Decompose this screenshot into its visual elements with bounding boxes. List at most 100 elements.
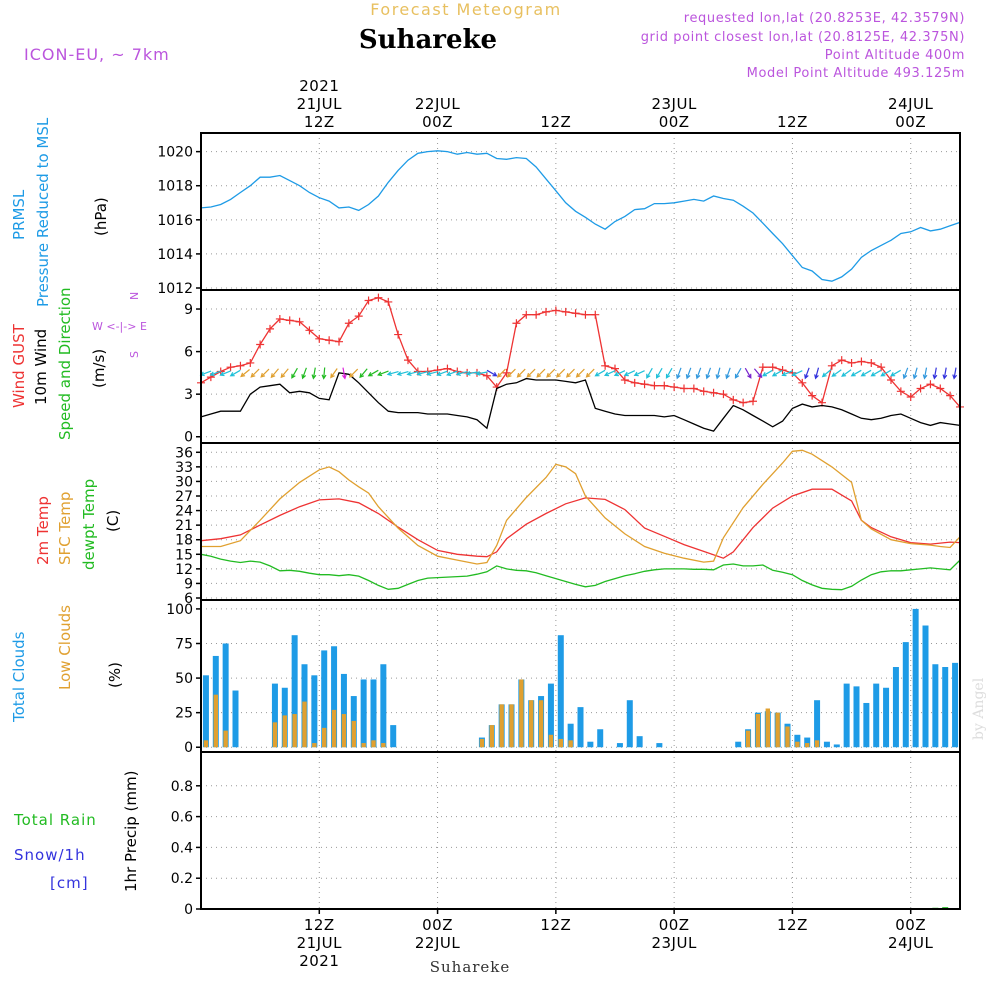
time-label-top: 21JUL bbox=[297, 95, 342, 113]
low-cloud-bar bbox=[213, 694, 218, 748]
y-tick-label: 0.6 bbox=[171, 810, 193, 826]
y-tick-label: 15 bbox=[175, 547, 193, 563]
low-cloud-bar bbox=[755, 714, 761, 748]
wind-arrow bbox=[821, 369, 832, 378]
wind-arrow bbox=[565, 368, 575, 378]
y-tick-label: 0 bbox=[184, 430, 193, 446]
wind-arrow bbox=[603, 370, 616, 377]
cloud-side-labels: Total Clouds Low Clouds (%) bbox=[10, 605, 124, 723]
compass-south: S bbox=[128, 351, 141, 358]
low-cloud-bar bbox=[795, 741, 800, 748]
wind-arrow bbox=[695, 367, 702, 380]
wind-arrow bbox=[942, 367, 948, 380]
gust-marker bbox=[689, 384, 698, 393]
wind-label-speed-dir: Speed and Direction bbox=[56, 287, 74, 440]
low-cloud-bar bbox=[351, 720, 356, 748]
wind-arrow bbox=[321, 367, 327, 380]
gust-marker bbox=[335, 337, 343, 346]
temp-side-labels: 2m Temp SFC Temp dewpt Temp (C) bbox=[34, 479, 122, 570]
wind-arrow bbox=[426, 371, 439, 376]
gust-marker bbox=[906, 393, 915, 402]
wind-arrow bbox=[860, 369, 872, 377]
gust-marker bbox=[877, 363, 886, 372]
gust-marker bbox=[295, 317, 304, 326]
gust-marker bbox=[936, 384, 945, 393]
pressure-label-msl: Pressure Reduced to MSL bbox=[34, 117, 52, 307]
precip-label-total-rain: Total Rain bbox=[13, 811, 97, 829]
gust-marker bbox=[778, 366, 787, 375]
low-cloud-bar bbox=[558, 738, 563, 748]
time-label-bottom: 00Z bbox=[659, 916, 690, 934]
time-label-top: 00Z bbox=[659, 113, 690, 131]
wind-arrow bbox=[814, 367, 820, 380]
gust-marker bbox=[266, 324, 274, 333]
wind-arrow bbox=[932, 367, 938, 380]
y-tick-label: 1016 bbox=[157, 213, 193, 229]
gust-marker bbox=[246, 358, 255, 367]
point-altitude: Point Altitude 400m bbox=[825, 48, 965, 63]
pressure-label-prmsl: PRMSL bbox=[10, 189, 28, 240]
low-cloud-bar bbox=[331, 709, 337, 748]
y-tick-label: 21 bbox=[175, 518, 193, 534]
total-cloud-bar bbox=[863, 702, 870, 748]
time-label-top: 12Z bbox=[777, 113, 808, 131]
low-cloud-bar bbox=[765, 708, 770, 748]
time-label-top: 00Z bbox=[422, 113, 453, 131]
time-label-bottom: 00Z bbox=[895, 916, 926, 934]
low-cloud-bar bbox=[302, 701, 307, 748]
wind-arrow bbox=[841, 369, 852, 377]
time-label-bottom: 12Z bbox=[777, 916, 808, 934]
gust-marker bbox=[847, 358, 856, 367]
precip-side-labels: Total Rain Snow/1h [cm] 1hr Precip (mm) bbox=[13, 771, 140, 892]
low-cloud-bar bbox=[272, 722, 278, 748]
time-label-bottom: 12Z bbox=[540, 916, 571, 934]
pressure-unit: (hPa) bbox=[92, 197, 110, 236]
total-cloud-bar bbox=[814, 700, 821, 748]
wind-arrow bbox=[240, 369, 250, 378]
pressure-side-labels: PRMSL Pressure Reduced to MSL (hPa) bbox=[10, 117, 110, 307]
gust-marker bbox=[571, 309, 580, 318]
total-cloud-bar bbox=[922, 625, 929, 748]
gust-marker bbox=[680, 384, 688, 393]
wind-arrow bbox=[902, 367, 909, 380]
gust-marker bbox=[650, 381, 659, 390]
series-line-wind-gust bbox=[200, 297, 961, 408]
low-cloud-bar bbox=[361, 743, 366, 748]
grid-point-coordinates: grid point closest lon,lat (20.8125E, 42… bbox=[641, 30, 965, 45]
compass-west-east: W <-|-> E bbox=[92, 320, 147, 333]
low-cloud-bar bbox=[775, 712, 780, 748]
low-cloud-bar bbox=[489, 725, 494, 748]
wind-arrow bbox=[734, 367, 742, 379]
wind-arrow bbox=[705, 367, 712, 380]
time-label-bottom: 21JUL bbox=[297, 934, 342, 952]
temp-label-dewpt: dewpt Temp bbox=[80, 479, 98, 570]
y-tick-label: 75 bbox=[175, 636, 193, 652]
total-cloud-bar bbox=[794, 734, 801, 748]
low-cloud-bar bbox=[529, 700, 534, 748]
wind-arrow bbox=[791, 370, 803, 377]
wind-arrow bbox=[199, 370, 212, 377]
wind-arrow bbox=[349, 368, 359, 378]
wind-arrow bbox=[526, 368, 536, 378]
low-cloud-bar bbox=[223, 730, 228, 748]
wind-arrow bbox=[613, 370, 626, 377]
total-cloud-bar bbox=[291, 635, 298, 748]
time-label-bottom: 12Z bbox=[304, 916, 335, 934]
wind-arrow bbox=[209, 370, 222, 377]
total-cloud-bar bbox=[912, 608, 919, 748]
gust-marker bbox=[522, 310, 531, 319]
wind-label-10m: 10m Wind bbox=[32, 329, 50, 405]
model-label: ICON-EU, ~ 7km bbox=[24, 45, 170, 64]
gust-marker bbox=[709, 388, 718, 397]
wind-arrow bbox=[341, 367, 347, 380]
wind-arrow bbox=[291, 367, 298, 379]
y-tick-label: 6 bbox=[184, 591, 193, 607]
gust-marker bbox=[532, 310, 541, 319]
series-line-2m-temp bbox=[200, 488, 961, 559]
wind-arrow bbox=[594, 369, 606, 377]
gust-marker bbox=[808, 391, 817, 400]
time-label-top: 00Z bbox=[895, 113, 926, 131]
total-cloud-bar bbox=[892, 667, 899, 748]
cloud-label-total: Total Clouds bbox=[10, 631, 28, 723]
wind-arrow bbox=[311, 367, 317, 380]
